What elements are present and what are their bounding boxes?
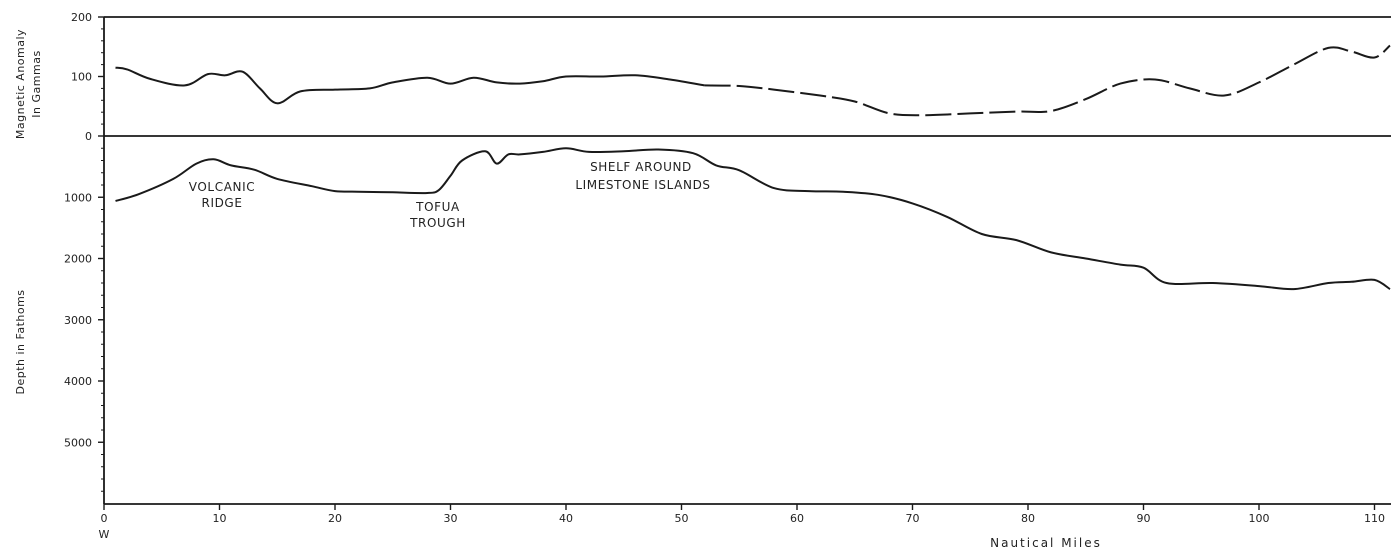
x-axis-label: Nautical Miles bbox=[990, 536, 1102, 550]
magnetic-anomaly-line-dashed bbox=[704, 44, 1391, 117]
magnetic-ytick-label: 0 bbox=[85, 130, 92, 143]
annotation-tofua-trough-2: TROUGH bbox=[409, 216, 466, 230]
x-tick-label: 80 bbox=[1021, 512, 1035, 525]
depth-ytick-label: 5000 bbox=[64, 436, 92, 449]
depth-ytick-label: 2000 bbox=[64, 253, 92, 266]
x-tick-label: 40 bbox=[559, 512, 573, 525]
x-tick-label: 30 bbox=[444, 512, 458, 525]
x-axis-ticks: 0 10 20 30 40 50 60 70 80 90 100 110 bbox=[101, 504, 1385, 525]
minor-ticks bbox=[101, 28, 104, 492]
annotation-shelf-2: LIMESTONE ISLANDS bbox=[575, 178, 710, 192]
annotation-shelf-1: SHELF AROUND bbox=[590, 160, 692, 174]
magnetic-ytick-label: 200 bbox=[71, 11, 92, 24]
x-tick-label: 100 bbox=[1249, 512, 1270, 525]
x-tick-label: 50 bbox=[675, 512, 689, 525]
depth-ytick-label: 1000 bbox=[64, 191, 92, 204]
x-tick-label: 60 bbox=[790, 512, 804, 525]
x-tick-label: 10 bbox=[213, 512, 227, 525]
depth-y-ticks: 1000 2000 3000 4000 5000 bbox=[64, 191, 104, 449]
magnetic-anomaly-line bbox=[115, 66, 705, 105]
x-tick-label: 110 bbox=[1364, 512, 1385, 525]
depth-ylabel: Depth in Fathoms bbox=[14, 289, 27, 394]
series-group bbox=[115, 44, 1391, 291]
annotation-tofua-trough-1: TOFUA bbox=[415, 200, 460, 214]
annotation-volcanic-ridge-1: VOLCANIC bbox=[189, 180, 255, 194]
magnetic-ylabel-line2: In Gammas bbox=[30, 50, 43, 117]
x-tick-label: 0 bbox=[101, 512, 108, 525]
x-tick-label: 20 bbox=[328, 512, 342, 525]
x-tick-label: 70 bbox=[906, 512, 920, 525]
depth-ytick-label: 3000 bbox=[64, 314, 92, 327]
magnetic-ylabel-line1: Magnetic Anomaly bbox=[14, 29, 27, 139]
x-origin-marker: W bbox=[99, 528, 110, 541]
annotation-volcanic-ridge-2: RIDGE bbox=[202, 196, 243, 210]
depth-profile-line bbox=[115, 147, 1391, 291]
depth-ytick-label: 4000 bbox=[64, 375, 92, 388]
magnetic-y-ticks: 200 100 0 bbox=[71, 11, 104, 143]
magnetic-ytick-label: 100 bbox=[71, 71, 92, 84]
x-tick-label: 90 bbox=[1137, 512, 1151, 525]
